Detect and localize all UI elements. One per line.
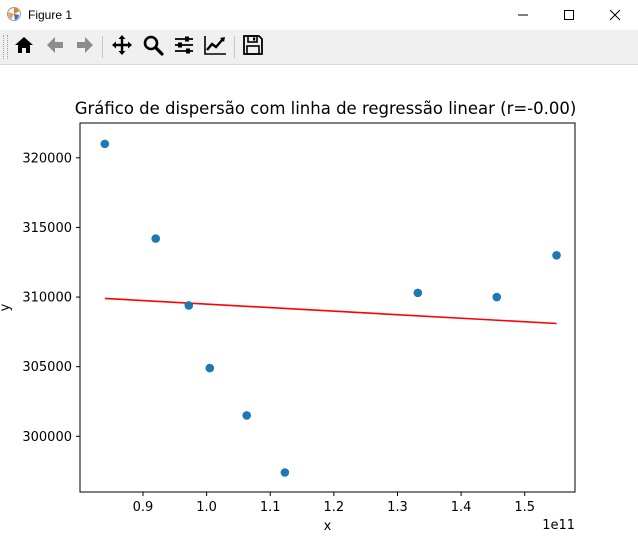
back-arrow-icon [44,34,66,60]
close-icon [609,6,621,25]
x-tick-label: 1.0 [196,500,217,515]
edit-axis-icon [203,34,227,60]
x-tick-label: 1.4 [451,500,472,515]
regression-line [104,297,557,325]
save-button[interactable] [240,34,266,60]
plot-area [100,139,561,477]
configure-subplots-icon [173,34,195,60]
minimize-icon [517,6,529,25]
navigation-toolbar [0,30,638,65]
window-title: Figure 1 [28,8,73,22]
x-axis-offset-label: 1e11 [542,518,575,533]
toolbar-grip [3,35,8,59]
configure-subplots-button[interactable] [171,34,197,60]
x-tick-label: 1.5 [514,500,535,515]
x-tick-label: 0.9 [133,500,154,515]
edit-axis-button[interactable] [202,34,228,60]
x-tick-label: 1.1 [260,500,281,515]
scatter-chart: Gráfico de dispersão com linha de regres… [0,99,577,534]
back-button[interactable] [42,34,68,60]
maximize-icon [563,6,575,25]
close-button[interactable] [592,0,638,30]
axes-frame [79,122,576,493]
forward-button[interactable] [72,34,98,60]
scatter-point [552,250,561,260]
y-tick-label: 320000 [22,151,72,166]
scatter-point [413,288,423,298]
scatter-point [242,411,251,420]
scatter-point [151,234,161,243]
scatter-point [280,468,290,477]
save-icon [242,34,264,60]
forward-arrow-icon [74,34,96,60]
window-titlebar: Figure 1 [0,0,638,30]
pan-button[interactable] [109,34,135,60]
zoom-button[interactable] [140,34,166,60]
zoom-icon [142,34,164,60]
y-axis-label: y [0,303,13,311]
x-axis: 0.9 1.0 1.1 1.2 1.3 1.4 1.5 [133,492,535,515]
maximize-button[interactable] [546,0,592,30]
y-axis: 300000 305000 310000 315000 320000 [22,151,80,445]
figure-canvas[interactable]: Gráfico de dispersão com linha de regres… [0,65,638,543]
home-icon [13,34,35,60]
scatter-point [184,301,194,310]
pan-icon [111,34,133,60]
scatter-point [492,292,502,302]
toolbar-separator [102,36,103,58]
y-tick-label: 315000 [22,221,72,236]
minimize-button[interactable] [500,0,546,30]
y-tick-label: 305000 [22,360,72,375]
y-tick-label: 310000 [22,291,72,306]
x-axis-label: x [324,519,332,534]
scatter-point [205,363,215,373]
chart-title: Gráfico de dispersão com linha de regres… [75,99,577,118]
matplotlib-app-icon [6,6,22,22]
home-button[interactable] [11,34,37,60]
scatter-point [100,139,110,149]
toolbar-separator [234,36,235,58]
y-tick-label: 300000 [22,430,72,445]
x-tick-label: 1.2 [324,500,345,515]
x-tick-label: 1.3 [387,500,408,515]
